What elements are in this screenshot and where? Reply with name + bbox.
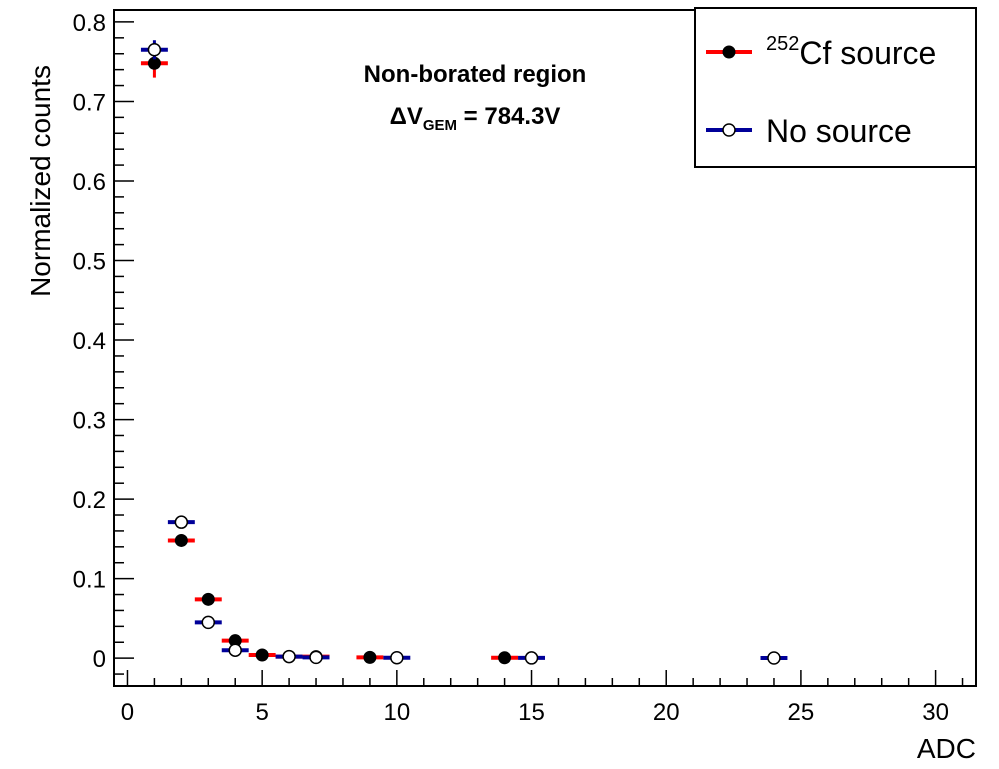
annotation-value: = 784.3V: [457, 103, 560, 130]
legend-label-text: Cf source: [799, 35, 936, 71]
legend-entry-no-source: No source: [706, 113, 912, 149]
data-point: [228, 643, 242, 657]
data-point: [147, 43, 162, 57]
y-axis-title: Normalized counts: [25, 65, 56, 297]
y-tick-label: 0.5: [73, 249, 106, 276]
data-point: [255, 648, 269, 662]
y-tick-label: 0.8: [73, 10, 106, 37]
y-tick-label: 0.4: [73, 328, 106, 355]
y-tick-label: 0.2: [73, 487, 106, 514]
legend-label: No source: [766, 113, 912, 149]
data-point: [767, 651, 781, 665]
x-tick-label: 0: [121, 699, 134, 726]
annotation-line2: ΔVGEM = 784.3V: [390, 103, 561, 134]
x-tick-label: 15: [518, 699, 545, 726]
x-tick-label: 10: [383, 699, 410, 726]
data-point: [201, 592, 215, 606]
x-tick-label: 20: [653, 699, 680, 726]
annotation-delta-v: ΔV: [390, 103, 423, 130]
legend-box: [694, 7, 977, 168]
data-point: [174, 533, 188, 547]
data-point: [201, 615, 216, 630]
x-tick-label: 30: [922, 699, 949, 726]
x-tick-label: 25: [788, 699, 815, 726]
data-point: [309, 650, 323, 665]
data-marks: [140, 40, 788, 665]
legend: 252Cf source No source: [694, 7, 977, 168]
y-tick-label: 0.7: [73, 89, 106, 116]
data-point: [390, 651, 404, 665]
y-tick-label: 0.1: [73, 567, 106, 594]
series-no-source: [140, 40, 788, 665]
series-cf-source: [140, 48, 519, 665]
plot-frame: [113, 9, 977, 687]
data-point: [524, 651, 539, 665]
legend-marker: [722, 45, 736, 59]
legend-superscript: 252: [766, 33, 799, 55]
annotation-line1: Non-borated region: [364, 61, 587, 88]
annotation: Non-borated region ΔVGEM = 784.3V: [364, 61, 587, 134]
annotation-subscript: GEM: [423, 117, 457, 134]
data-point: [498, 651, 512, 665]
legend-marker: [722, 123, 736, 137]
data-point: [174, 515, 189, 529]
legend-entry-cf-source: 252Cf source: [706, 33, 936, 71]
y-tick-label: 0.3: [73, 408, 106, 435]
y-tick-label: 0.6: [73, 169, 106, 196]
legend-label: 252Cf source: [766, 33, 936, 71]
axis-ticks: 0 5 10 15 20 25 30 0 0.1 0.2 0.3 0.4 0.5 0.6 0.7 0.8: [73, 10, 964, 726]
y-tick-label: 0: [93, 646, 106, 673]
x-tick-label: 5: [255, 699, 268, 726]
data-point: [363, 650, 377, 664]
data-point: [282, 649, 296, 664]
x-axis-title: ADC: [917, 733, 976, 764]
